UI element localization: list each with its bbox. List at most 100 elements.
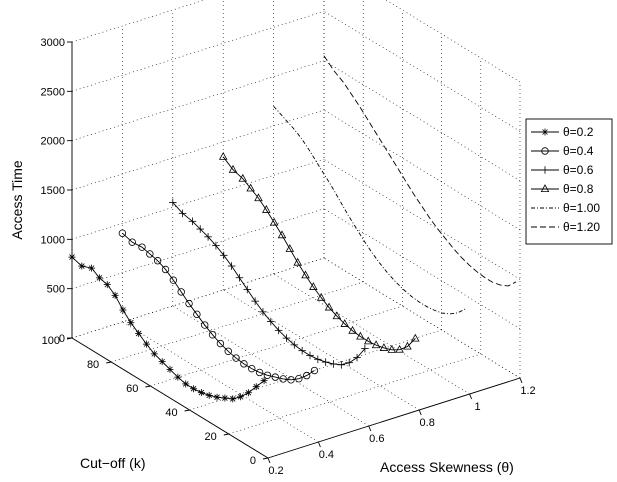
data-point <box>279 375 287 383</box>
data-point <box>345 358 354 367</box>
y-tick-mark <box>262 457 269 460</box>
y-tick-label: 60 <box>126 383 138 395</box>
series-line <box>172 202 366 366</box>
data-point <box>182 380 190 388</box>
y-tick-label: 100 <box>42 335 60 347</box>
data-point <box>277 230 287 239</box>
legend-marker <box>541 166 549 174</box>
data-point <box>295 374 303 383</box>
legend-entry: θ=0.8 <box>531 182 594 196</box>
data-point <box>224 347 232 355</box>
series-theta-0.8 <box>218 151 420 353</box>
data-point <box>146 250 154 258</box>
grid-layer <box>71 0 521 459</box>
data-point <box>177 288 185 296</box>
data-point <box>251 297 259 305</box>
z-tick-label: 1500 <box>41 185 65 197</box>
data-point <box>260 377 268 385</box>
legend-entry: θ=0.4 <box>531 144 594 158</box>
data-point <box>161 265 170 274</box>
data-point <box>127 319 135 327</box>
data-point <box>158 358 166 366</box>
x-tick-label: 0.8 <box>420 417 435 429</box>
z-tick-label: 2000 <box>41 136 65 148</box>
z-tick-label: 3000 <box>41 37 65 49</box>
data-point <box>246 183 255 192</box>
series-layer <box>68 55 517 403</box>
data-point <box>201 321 209 329</box>
data-point <box>274 326 283 335</box>
data-point <box>219 251 228 260</box>
data-point <box>285 244 295 252</box>
legend-marker <box>541 147 549 155</box>
series-theta-0.6 <box>169 198 369 369</box>
y-axis-line <box>71 337 269 459</box>
floor-grid-line <box>228 353 481 435</box>
data-point <box>190 385 198 393</box>
x-tick-mark <box>368 425 372 432</box>
series-line <box>273 105 466 315</box>
data-point <box>235 273 244 282</box>
data-point <box>128 238 136 246</box>
z-tick-label: 0 <box>59 333 65 345</box>
data-point <box>329 360 338 368</box>
data-point <box>321 358 330 366</box>
legend-marker <box>541 128 549 136</box>
x-tick-mark <box>469 393 473 400</box>
floor-grid-line <box>189 329 442 411</box>
floor-grid-line <box>150 305 403 387</box>
data-point <box>316 292 326 301</box>
data-point <box>166 365 174 373</box>
x-tick-mark <box>317 441 321 448</box>
x-tick-mark <box>418 409 422 416</box>
data-point <box>290 341 299 349</box>
data-point <box>263 371 272 379</box>
z-tick-label: 500 <box>47 284 65 296</box>
data-point <box>259 308 267 316</box>
series-theta-0.2 <box>68 253 268 403</box>
data-point <box>340 319 349 327</box>
side-wall-grid-line <box>323 109 521 231</box>
x-tick-label: 1 <box>475 401 481 413</box>
data-point <box>221 394 229 402</box>
data-point <box>213 393 221 401</box>
data-point <box>88 264 96 272</box>
data-point <box>237 393 245 401</box>
data-point <box>363 336 373 345</box>
z-tick-label: 2500 <box>41 86 65 98</box>
data-point <box>119 306 127 314</box>
z-axis-label: Access Time <box>9 160 25 240</box>
data-point <box>293 257 302 266</box>
back-wall-grid-line <box>71 257 325 339</box>
data-point <box>254 193 263 202</box>
y-tick-mark <box>106 361 112 364</box>
series-line <box>122 232 315 381</box>
data-point <box>103 281 111 289</box>
series-theta-0.4 <box>118 229 319 384</box>
data-point <box>301 270 310 279</box>
data-point <box>169 276 178 284</box>
tick-labels: 0.20.40.60.811.2020406080100050010001500… <box>41 37 536 477</box>
data-point <box>309 282 318 290</box>
x-tick-label: 0.6 <box>369 433 384 445</box>
data-point <box>197 389 205 397</box>
data-point <box>169 198 177 207</box>
data-point <box>232 354 240 362</box>
floor-grid-line <box>111 281 364 363</box>
data-point <box>379 343 389 351</box>
x-tick-label: 0.2 <box>268 465 283 477</box>
data-point <box>142 340 150 348</box>
data-point <box>310 366 319 375</box>
data-point <box>135 329 143 337</box>
data-point <box>243 285 252 294</box>
data-point <box>255 368 264 377</box>
legend-label: θ=0.6 <box>563 163 594 177</box>
data-point <box>68 253 76 261</box>
y-tick-mark <box>184 409 190 412</box>
x-axis-label: Access Skewness (θ) <box>380 459 514 475</box>
data-point <box>361 344 369 353</box>
back-wall-grid-line <box>71 109 325 191</box>
data-point <box>150 350 158 358</box>
y-tick-label: 80 <box>87 359 99 371</box>
side-wall-grid-line <box>323 11 521 132</box>
